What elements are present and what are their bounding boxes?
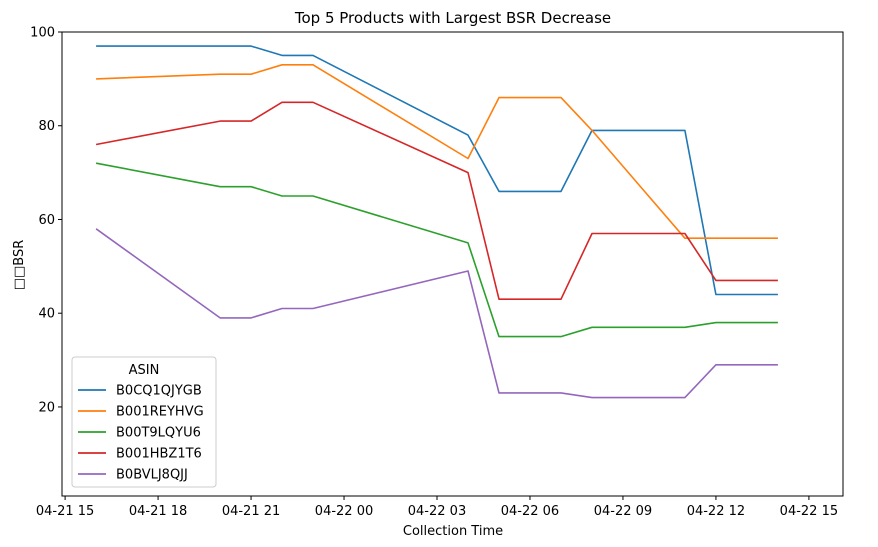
y-tick-label: 20 <box>38 400 55 415</box>
x-tick-label: 04-21 15 <box>36 504 94 519</box>
y-axis: 20 40 60 80 100 <box>30 26 62 415</box>
y-tick-label: 80 <box>38 119 55 134</box>
y-tick-label: 100 <box>30 26 55 41</box>
legend-label-1: B001REYHVG <box>116 405 204 420</box>
plot-frame <box>61 31 844 497</box>
plot-area <box>61 31 844 497</box>
y-axis-label: □□BSR <box>12 240 27 291</box>
x-tick-label: 04-22 15 <box>780 504 838 519</box>
x-tick-label: 04-22 09 <box>594 504 652 519</box>
legend-label-2: B00T9LQYU6 <box>116 426 201 441</box>
x-tick-label: 04-21 18 <box>129 504 187 519</box>
series-line-3 <box>95 101 778 301</box>
y-tick-label: 60 <box>38 213 55 228</box>
legend-label-4: B0BVLJ8QJJ <box>116 468 188 483</box>
legend-label-3: B001HBZ1T6 <box>116 447 202 462</box>
series-line-1 <box>96 64 778 239</box>
legend-box <box>71 356 217 488</box>
y-tick-label: 40 <box>38 307 55 322</box>
x-tick-label: 04-22 00 <box>315 504 373 519</box>
chart-title: Top 5 Products with Largest BSR Decrease <box>294 9 611 27</box>
legend-label-0: B0CQ1QJYGB <box>116 384 202 399</box>
x-axis-label: Collection Time <box>403 524 503 539</box>
series-line-2 <box>95 162 778 338</box>
legend: ASIN B0CQ1QJYGB B001REYHVG B00T9LQYU6 B001HB… <box>71 356 217 488</box>
x-tick-label: 04-22 06 <box>501 504 559 519</box>
legend-title: ASIN <box>129 363 160 378</box>
series-line-0 <box>96 45 778 296</box>
x-tick-label: 04-21 21 <box>222 504 280 519</box>
x-tick-label: 04-22 03 <box>408 504 466 519</box>
x-tick-label: 04-22 12 <box>687 504 745 519</box>
x-axis: 04-21 15 04-21 18 04-21 21 04-22 00 04-22 03… <box>36 496 838 519</box>
series-line-4 <box>95 228 778 399</box>
